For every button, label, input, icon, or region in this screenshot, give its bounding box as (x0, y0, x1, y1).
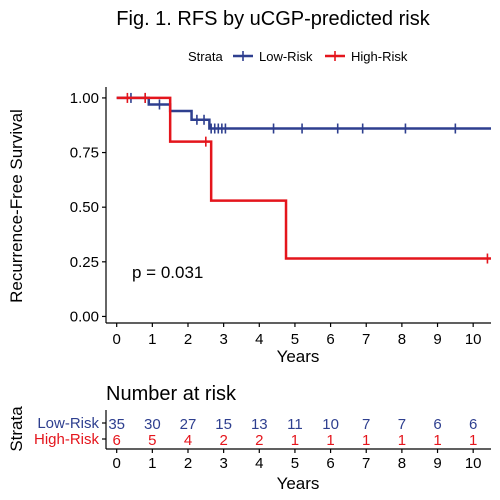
risk-x-tick-label: 3 (219, 455, 227, 472)
legend-entry: Low-Risk (259, 49, 313, 64)
risk-x-tick-label: 5 (291, 455, 299, 472)
risk-count: 1 (398, 432, 406, 449)
plot-area: 0.00 0.25 0.50 0.75 1.00 0 1 2 3 4 5 6 7 8 9 10 (70, 87, 491, 348)
risk-count: 7 (398, 416, 406, 433)
y-tick-label: 0.50 (70, 199, 99, 216)
risk-count: 1 (291, 432, 299, 449)
risk-count: 4 (184, 432, 192, 449)
risk-count: 13 (251, 416, 268, 433)
p-value-annotation: p = 0.031 (132, 263, 203, 282)
risk-count: 35 (108, 416, 125, 433)
risk-count: 2 (255, 432, 263, 449)
risk-count: 1 (326, 432, 334, 449)
x-tick-label: 6 (326, 331, 334, 348)
risk-count: 1 (362, 432, 370, 449)
risk-table-title: Number at risk (106, 383, 237, 405)
y-axis-label: Recurrence-Free Survival (7, 109, 26, 303)
risk-row-label: High-Risk (34, 431, 100, 448)
x-tick-label: 0 (113, 331, 121, 348)
x-tick-label: 7 (362, 331, 370, 348)
legend: Strata Low-Risk High-Risk (188, 49, 408, 64)
y-tick-label: 1.00 (70, 90, 99, 107)
x-tick-label: 1 (148, 331, 156, 348)
x-tick-label: 2 (184, 331, 192, 348)
chart-title: Fig. 1. RFS by uCGP-predicted risk (116, 8, 430, 30)
x-tick-label: 4 (255, 331, 263, 348)
risk-x-tick-label: 9 (433, 455, 441, 472)
risk-count: 11 (287, 416, 303, 433)
risk-count: 6 (113, 432, 121, 449)
risk-x-tick-label: 7 (362, 455, 370, 472)
legend-entry: High-Risk (351, 49, 408, 64)
y-tick-label: 0.25 (70, 254, 99, 271)
risk-count: 6 (469, 416, 477, 433)
risk-x-tick-label: 8 (398, 455, 406, 472)
risk-table-x-label: Years (277, 474, 320, 493)
series-line-high-risk (116, 96, 491, 260)
risk-count: 10 (322, 416, 339, 433)
x-axis-label: Years (277, 347, 320, 366)
risk-x-tick-label: 0 (113, 455, 121, 472)
risk-count: 1 (469, 432, 477, 449)
risk-count: 5 (148, 432, 156, 449)
y-tick-label: 0.00 (70, 308, 99, 325)
legend-title: Strata (188, 49, 223, 64)
risk-count: 30 (144, 416, 161, 433)
risk-table-y-label: Strata (7, 406, 26, 452)
x-tick-label: 8 (398, 331, 406, 348)
risk-x-tick-label: 6 (326, 455, 334, 472)
risk-count: 27 (180, 416, 197, 433)
x-tick-label: 3 (219, 331, 227, 348)
series-line-low-risk (116, 96, 491, 130)
risk-count: 1 (433, 432, 441, 449)
risk-x-tick-label: 1 (148, 455, 156, 472)
risk-count: 15 (215, 416, 232, 433)
risk-count: 7 (362, 416, 370, 433)
risk-x-tick-label: 2 (184, 455, 192, 472)
x-tick-label: 5 (291, 331, 299, 348)
risk-count: 6 (433, 416, 441, 433)
risk-x-tick-label: 10 (465, 455, 482, 472)
risk-row-label: Low-Risk (37, 415, 99, 432)
x-tick-label: 10 (465, 331, 482, 348)
risk-count: 2 (219, 432, 227, 449)
x-tick-label: 9 (433, 331, 441, 348)
y-tick-label: 0.75 (70, 145, 99, 162)
risk-x-tick-label: 4 (255, 455, 263, 472)
